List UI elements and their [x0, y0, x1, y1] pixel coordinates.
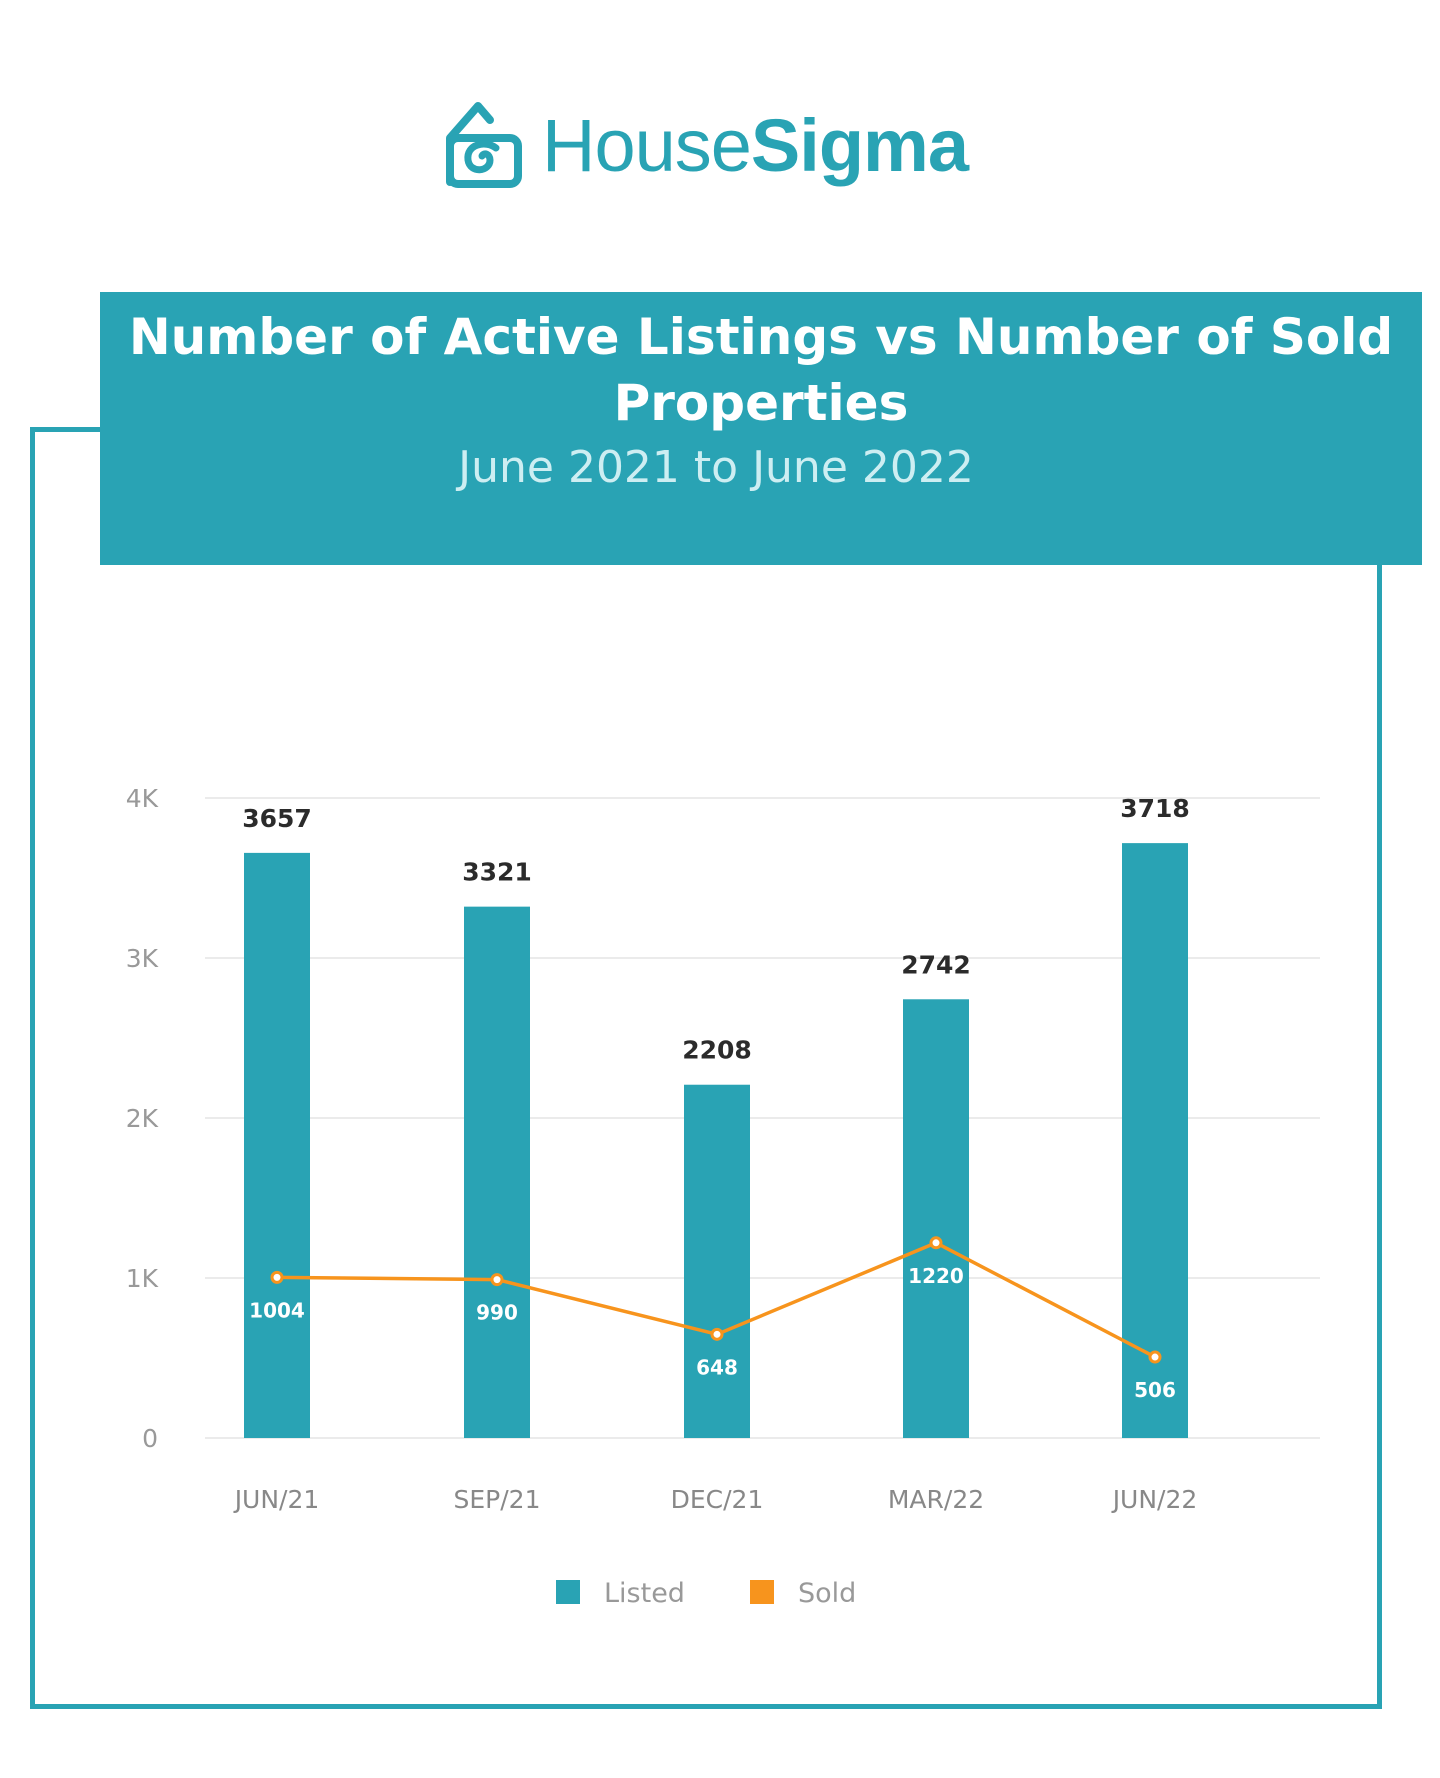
sold-point — [270, 1270, 284, 1284]
bar-listed — [244, 852, 310, 1438]
sold-value-label: 1004 — [249, 1298, 305, 1322]
housesigma-logo: HouseSigma — [444, 100, 969, 190]
x-tick-label: SEP/21 — [454, 1485, 541, 1514]
x-tick-label: DEC/21 — [671, 1485, 764, 1514]
sold-value-label: 1220 — [908, 1264, 964, 1288]
sold-value-label: 648 — [696, 1355, 738, 1379]
sold-point — [1148, 1350, 1162, 1364]
x-tick-label: JUN/22 — [1111, 1485, 1198, 1514]
y-tick-label: 0 — [142, 1424, 158, 1453]
y-tick-label: 4K — [126, 784, 159, 813]
chart-subtitle: June 2021 to June 2022 — [458, 442, 974, 493]
legend-swatch-sold — [750, 1580, 774, 1604]
sold-point — [710, 1327, 724, 1341]
bar-listed — [684, 1084, 750, 1438]
house-logo-icon — [446, 102, 522, 188]
bar-value-label: 2208 — [682, 1036, 752, 1065]
chart-title: Number of Active Listings vs Number of S… — [128, 308, 1394, 432]
sold-value-label: 990 — [476, 1301, 518, 1325]
y-tick-label: 3K — [126, 944, 159, 973]
y-tick-label: 1K — [126, 1264, 159, 1293]
chart-header: Number of Active Listings vs Number of S… — [100, 292, 1422, 565]
bar-value-label: 3718 — [1120, 794, 1190, 823]
y-tick-label: 2K — [126, 1104, 159, 1133]
sold-point — [929, 1236, 943, 1250]
legend-label-listed: Listed — [604, 1578, 685, 1609]
legend-label-sold: Sold — [798, 1578, 856, 1609]
sold-point — [490, 1273, 504, 1287]
sold-value-label: 506 — [1134, 1378, 1176, 1402]
x-tick-label: MAR/22 — [888, 1485, 984, 1514]
bar-listed — [464, 906, 530, 1438]
bar-listed — [1122, 843, 1188, 1438]
logo-wordmark: HouseSigma — [542, 103, 969, 187]
bar-value-label: 3321 — [462, 858, 532, 887]
bar-value-label: 2742 — [901, 950, 971, 979]
bar-value-label: 3657 — [242, 804, 312, 833]
legend-swatch-listed — [556, 1580, 580, 1604]
x-tick-label: JUN/21 — [233, 1485, 320, 1514]
bar-listed — [903, 999, 969, 1438]
